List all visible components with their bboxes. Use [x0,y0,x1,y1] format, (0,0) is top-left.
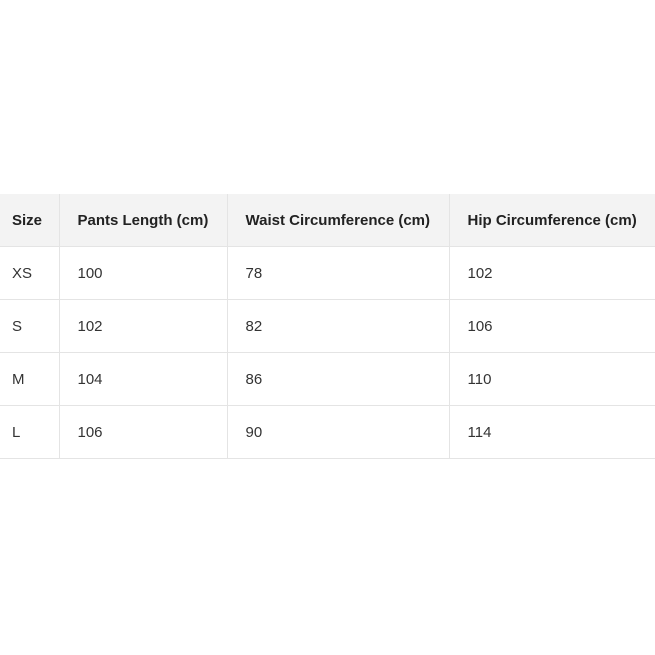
cell-pants-length: 106 [59,405,228,459]
cell-waist: 78 [227,246,450,300]
cell-pants-length: 102 [59,299,228,353]
cell-size: L [0,405,60,459]
table-row: L 106 90 114 [0,405,655,459]
header-pants-length: Pants Length (cm) [59,194,228,247]
cell-hip: 106 [449,299,655,353]
size-chart-table: Size Pants Length (cm) Waist Circumferen… [0,194,655,459]
cell-waist: 82 [227,299,450,353]
cell-pants-length: 104 [59,352,228,406]
table-row: S 102 82 106 [0,299,655,353]
cell-size: M [0,352,60,406]
cell-waist: 90 [227,405,450,459]
cell-size: S [0,299,60,353]
cell-hip: 110 [449,352,655,406]
cell-waist: 86 [227,352,450,406]
header-waist: Waist Circumference (cm) [227,194,450,247]
table-header-row: Size Pants Length (cm) Waist Circumferen… [0,194,655,247]
header-size: Size [0,194,60,247]
header-hip: Hip Circumference (cm) [449,194,655,247]
cell-hip: 102 [449,246,655,300]
table-row: M 104 86 110 [0,352,655,406]
cell-size: XS [0,246,60,300]
table-row: XS 100 78 102 [0,246,655,300]
cell-pants-length: 100 [59,246,228,300]
cell-hip: 114 [449,405,655,459]
